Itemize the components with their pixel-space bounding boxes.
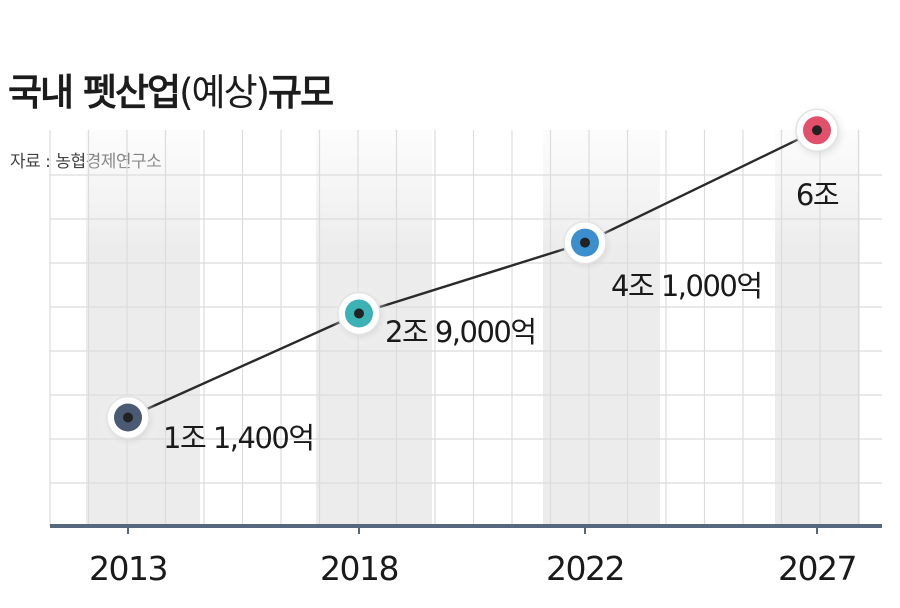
data-marker: [789, 103, 849, 164]
series-line: [127, 129, 818, 419]
series-path: [127, 129, 818, 419]
chart-background: [86, 130, 860, 526]
x-tick-label: 2027: [778, 549, 856, 588]
data-marker: [557, 215, 617, 276]
data-marker: [331, 286, 391, 347]
x-tick-label: 2013: [89, 549, 167, 588]
data-label: 6조: [796, 178, 839, 212]
data-label: 2조 9,000억: [385, 315, 536, 349]
shade-column: [543, 130, 660, 526]
chart-title: 국내 펫산업(예상)규모: [8, 71, 334, 114]
x-tick-label: 2022: [546, 549, 624, 588]
x-tick-label: 2018: [320, 549, 398, 588]
x-axis: 2013 2018 2022 2027: [50, 524, 882, 588]
data-markers: [100, 103, 849, 451]
data-label: 4조 1,000억: [611, 269, 762, 303]
shade-column: [86, 130, 200, 526]
data-label: 1조 1,400억: [163, 421, 314, 455]
shade-column: [775, 130, 860, 526]
data-labels: 1조 1,400억 2조 9,000억 4조 1,000억 6조: [163, 178, 840, 455]
chart-grid: [49, 130, 882, 526]
data-marker: [100, 390, 160, 451]
